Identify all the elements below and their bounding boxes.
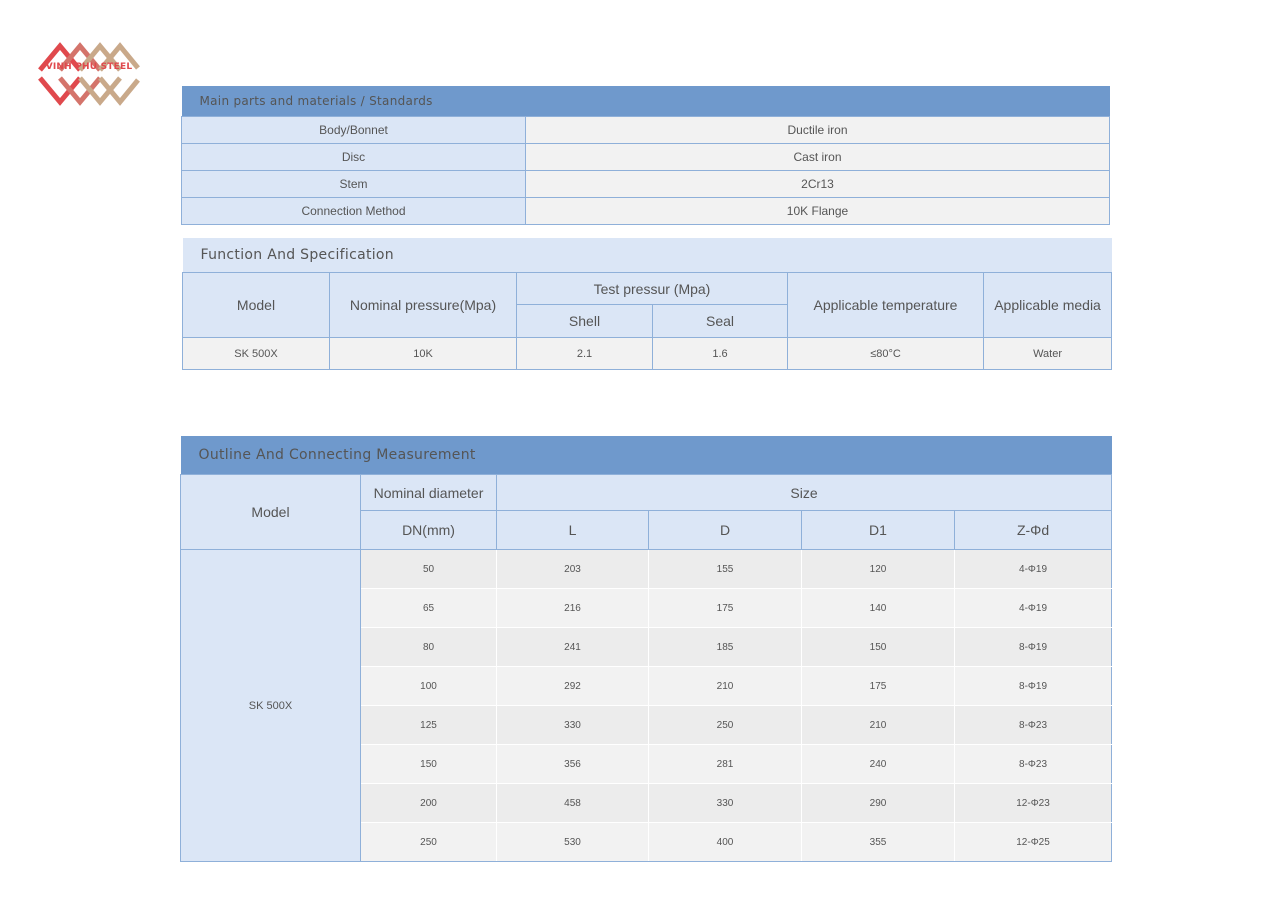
seal-header: Seal — [652, 304, 788, 338]
temperature-value: ≤80°C — [787, 337, 984, 370]
l-value: 292 — [496, 666, 649, 706]
z-value: 8-Φ19 — [953, 627, 1113, 667]
model-value: SK 500X — [182, 337, 330, 370]
l-value: 216 — [496, 588, 649, 628]
function-table: Function And Specification Model Nominal… — [182, 238, 1113, 370]
l-value: 530 — [496, 822, 649, 862]
d-value: 250 — [648, 705, 802, 745]
dn-value: 200 — [360, 783, 497, 823]
table-row: 200 458 330 290 12-Φ23 — [181, 783, 1113, 823]
z-value: 12-Φ25 — [953, 822, 1113, 862]
z-header: Z-Φd — [953, 510, 1113, 550]
l-header: L — [496, 510, 649, 550]
part-label: Disc — [181, 143, 526, 171]
materials-table: Main parts and materials / Standards Bod… — [181, 86, 1110, 225]
d1-value: 355 — [801, 822, 955, 862]
table-row: 150 356 281 240 8-Φ23 — [181, 744, 1113, 784]
d-value: 185 — [648, 627, 802, 667]
table-row: 80 241 185 150 8-Φ19 — [181, 627, 1113, 667]
model-header: Model — [182, 272, 330, 338]
l-value: 356 — [496, 744, 649, 784]
dn-header: DN(mm) — [360, 510, 497, 550]
z-value: 12-Φ23 — [953, 783, 1113, 823]
materials-title: Main parts and materials / Standards — [181, 86, 1110, 117]
company-logo: VINH PHU STEEL — [36, 40, 142, 106]
d1-header: D1 — [801, 510, 955, 550]
z-value: 8-Φ23 — [953, 705, 1113, 745]
nominal-diameter-header: Nominal diameter — [360, 474, 497, 511]
table-row: 65 216 175 140 4-Φ19 — [181, 588, 1113, 628]
dn-value: 250 — [360, 822, 497, 862]
table-row: 100 292 210 175 8-Φ19 — [181, 666, 1113, 706]
d-value: 400 — [648, 822, 802, 862]
l-value: 203 — [496, 549, 649, 589]
l-value: 330 — [496, 705, 649, 745]
shell-header: Shell — [516, 304, 653, 338]
table-row: 125 330 250 210 8-Φ23 — [181, 705, 1113, 745]
dn-value: 150 — [360, 744, 497, 784]
dn-value: 125 — [360, 705, 497, 745]
model-header: Model — [180, 474, 361, 550]
temperature-header: Applicable temperature — [787, 272, 984, 338]
dn-value: 80 — [360, 627, 497, 667]
media-value: Water — [982, 337, 1113, 370]
outline-table: Outline And Connecting Measurement Model… — [180, 436, 1113, 862]
z-value: 4-Φ19 — [953, 549, 1113, 589]
dn-value: 65 — [360, 588, 497, 628]
d1-value: 150 — [801, 627, 955, 667]
part-label: Connection Method — [181, 197, 526, 225]
z-value: 8-Φ19 — [953, 666, 1113, 706]
logo-text: VINH PHU STEEL — [45, 62, 133, 72]
logo-mark-icon — [38, 42, 140, 106]
model-value: SK 500X — [180, 549, 361, 862]
d-value: 281 — [648, 744, 802, 784]
test-pressure-header: Test pressur (Mpa) — [516, 272, 788, 305]
table-row: Stem 2Cr13 — [181, 170, 1110, 198]
table-row: SK 500X 50 203 155 120 4-Φ19 — [180, 549, 1113, 862]
shell-value: 2.1 — [516, 337, 653, 370]
table-row: Body/Bonnet Ductile iron — [181, 116, 1110, 144]
table-row: Disc Cast iron — [181, 143, 1110, 171]
d-value: 330 — [648, 783, 802, 823]
material-value: 2Cr13 — [525, 170, 1110, 198]
l-value: 458 — [496, 783, 649, 823]
function-title: Function And Specification — [182, 238, 1112, 273]
z-value: 4-Φ19 — [953, 588, 1113, 628]
seal-value: 1.6 — [652, 337, 788, 370]
part-label: Body/Bonnet — [181, 116, 526, 144]
d-header: D — [648, 510, 802, 550]
material-value: 10K Flange — [525, 197, 1110, 225]
d1-value: 175 — [801, 666, 955, 706]
table-row: Connection Method 10K Flange — [181, 197, 1110, 225]
d1-value: 120 — [801, 549, 955, 589]
d1-value: 290 — [801, 783, 955, 823]
table-row: SK 500X 10K 2.1 1.6 ≤80°C Water — [182, 337, 1113, 370]
size-header: Size — [495, 474, 1113, 511]
media-header: Applicable media — [982, 272, 1113, 338]
table-row: 250 530 400 355 12-Φ25 — [181, 822, 1113, 862]
d-value: 155 — [648, 549, 802, 589]
d-value: 175 — [648, 588, 802, 628]
d1-value: 240 — [801, 744, 955, 784]
d-value: 210 — [648, 666, 802, 706]
d1-value: 210 — [801, 705, 955, 745]
part-label: Stem — [181, 170, 526, 198]
d1-value: 140 — [801, 588, 955, 628]
z-value: 8-Φ23 — [953, 744, 1113, 784]
dn-value: 100 — [360, 666, 497, 706]
material-value: Ductile iron — [525, 116, 1110, 144]
l-value: 241 — [496, 627, 649, 667]
outline-title: Outline And Connecting Measurement — [180, 436, 1112, 475]
material-value: Cast iron — [525, 143, 1110, 171]
nominal-pressure-header: Nominal pressure(Mpa) — [329, 272, 517, 338]
nominal-pressure-value: 10K — [329, 337, 517, 370]
dn-value: 50 — [360, 549, 497, 589]
